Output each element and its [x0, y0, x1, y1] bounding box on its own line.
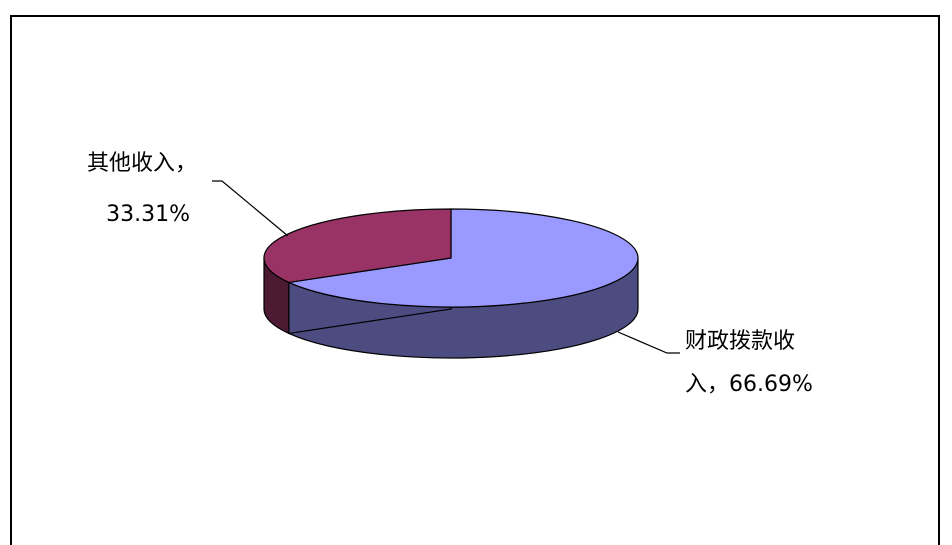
- pie-chart: 其他收入， 33.31% 财政拨款收 入，66.69%: [0, 0, 952, 545]
